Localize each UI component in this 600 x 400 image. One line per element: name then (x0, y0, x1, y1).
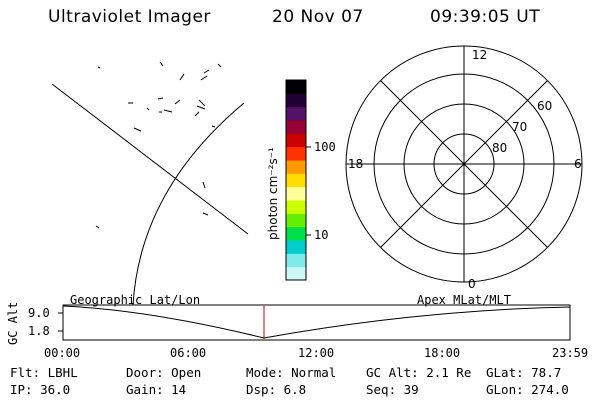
colorbar-segment (286, 120, 306, 134)
colorbar-segment (286, 93, 306, 108)
colorbar-segment (286, 186, 306, 201)
status-gc-alt: GC Alt: 2.1 Re (366, 365, 472, 380)
polar-label-18: 18 (348, 157, 364, 171)
app-title: Ultraviolet Imager (48, 7, 211, 27)
colorbar-segment (286, 253, 306, 268)
grid-line-curve (132, 102, 245, 306)
colorbar-segment (286, 146, 306, 161)
time-tick-1200: 12:00 (298, 346, 335, 360)
polar-label-60: 60 (537, 99, 553, 113)
colorbar-unit-label: photon cm⁻²s⁻¹ (266, 147, 280, 240)
altitude-timeline-panel (58, 304, 571, 341)
colorbar-segment (286, 266, 306, 281)
altitude-curve (62, 305, 571, 339)
timeline-tick-label-lo: 1.8 (28, 324, 50, 338)
colorbar-segment (286, 106, 306, 121)
colorbar-label-10: 10 (314, 228, 329, 242)
time-tick-2359: 23:59 (552, 346, 589, 360)
status-seq: Seq: 39 (366, 382, 419, 397)
status-gain: Gain: 14 (126, 382, 187, 397)
date-label: 20 Nov 07 (272, 7, 364, 27)
colorbar-label-100: 100 (314, 140, 336, 154)
time-tick-1800: 18:00 (424, 346, 461, 360)
status-dsp: Dsp: 6.8 (246, 382, 307, 397)
colorbar-frame (285, 79, 307, 281)
status-door: Door: Open (126, 365, 202, 380)
polar-label-12: 12 (472, 48, 488, 62)
color-scale-bar (285, 79, 307, 281)
timeline-left-caption: Geographic Lat/Lon (70, 293, 201, 307)
colorbar-segment (286, 80, 306, 94)
time-label: 09:39:05 UT (430, 7, 541, 27)
colorbar-segment (286, 213, 306, 228)
polar-label-70: 70 (512, 120, 528, 134)
colorbar-segment (286, 160, 306, 174)
time-tick-0000: 00:00 (44, 346, 81, 360)
timeline-right-caption: Apex MLat/MLT (417, 293, 511, 307)
timeline-axis-title: GC Alt (6, 301, 20, 345)
status-glat: GLat: 78.7 (486, 365, 562, 380)
status-mode: Mode: Normal (246, 365, 337, 380)
polar-mlt-plot (345, 45, 583, 283)
colorbar-segment (286, 200, 306, 214)
polar-label-0: 0 (468, 277, 476, 291)
grid-line-diagonal (51, 83, 249, 235)
colorbar-segment (286, 173, 306, 188)
geographic-grid-panel (51, 61, 249, 306)
status-flt: Flt: LBHL (10, 365, 78, 380)
colorbar-segment (286, 133, 306, 148)
polar-label-6: 6 (574, 157, 582, 171)
time-tick-0600: 06:00 (170, 346, 207, 360)
timeline-tick-label-hi: 9.0 (28, 306, 50, 320)
status-ip: IP: 36.0 (10, 382, 71, 397)
status-glon: GLon: 274.0 (486, 382, 569, 397)
colorbar-segment (286, 226, 306, 241)
polar-label-80: 80 (492, 141, 508, 155)
polar-diagonal-2 (380, 80, 548, 248)
timeline-frame (62, 304, 571, 341)
colorbar-segment (286, 240, 306, 254)
